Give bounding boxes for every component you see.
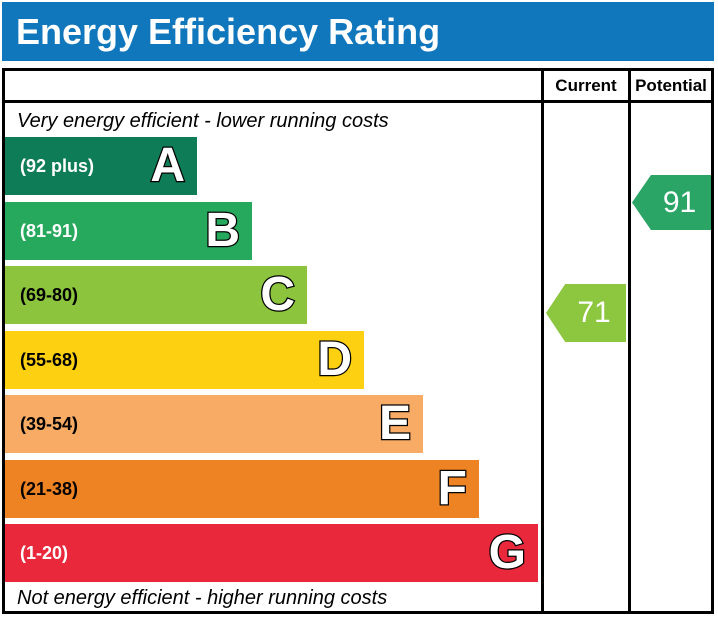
band-letter: E [378, 397, 413, 450]
band-row-g: (1-20) G [5, 524, 538, 582]
band-row-a: (92 plus) A [5, 137, 197, 195]
potential-rating-value: 91 [662, 185, 697, 219]
top-note: Very energy efficient - lower running co… [17, 110, 389, 132]
band-row-b: (81-91) B [5, 202, 252, 260]
current-column-divider [541, 71, 544, 611]
band-range-label: (39-54) [20, 413, 79, 434]
band-row-c: (69-80) C [5, 266, 307, 324]
potential-column-header: Potential [635, 76, 707, 95]
band-range-label: (21-38) [20, 478, 79, 499]
header-underline [5, 100, 711, 103]
band-row-d: (55-68) D [5, 331, 364, 389]
band-letter: B [204, 204, 241, 257]
title-bar: Energy Efficiency Rating [2, 2, 714, 61]
band-range-label: (69-80) [20, 284, 79, 305]
potential-column-divider [628, 71, 631, 611]
band-letter: C [259, 268, 296, 321]
current-rating-arrow: 71 [546, 284, 626, 342]
bottom-note: Not energy efficient - higher running co… [17, 587, 388, 609]
band-range-label: (55-68) [20, 349, 79, 370]
band-range-label: (81-91) [20, 220, 79, 241]
current-column-header: Current [555, 76, 617, 95]
current-rating-value: 71 [577, 296, 611, 329]
band-range-label: (1-20) [20, 542, 69, 563]
band-row-e: (39-54) E [5, 395, 423, 453]
page-title: Energy Efficiency Rating [16, 10, 441, 52]
band-row-f: (21-38) F [5, 460, 479, 518]
potential-rating-arrow: 91 [632, 175, 711, 230]
band-letter: A [149, 139, 186, 192]
band-range-label: (92 plus) [20, 155, 95, 176]
band-letter: G [487, 526, 527, 579]
band-letter: F [436, 462, 468, 515]
band-letter: D [316, 333, 353, 386]
rating-table: Current Potential Very energy efficient … [2, 68, 714, 614]
